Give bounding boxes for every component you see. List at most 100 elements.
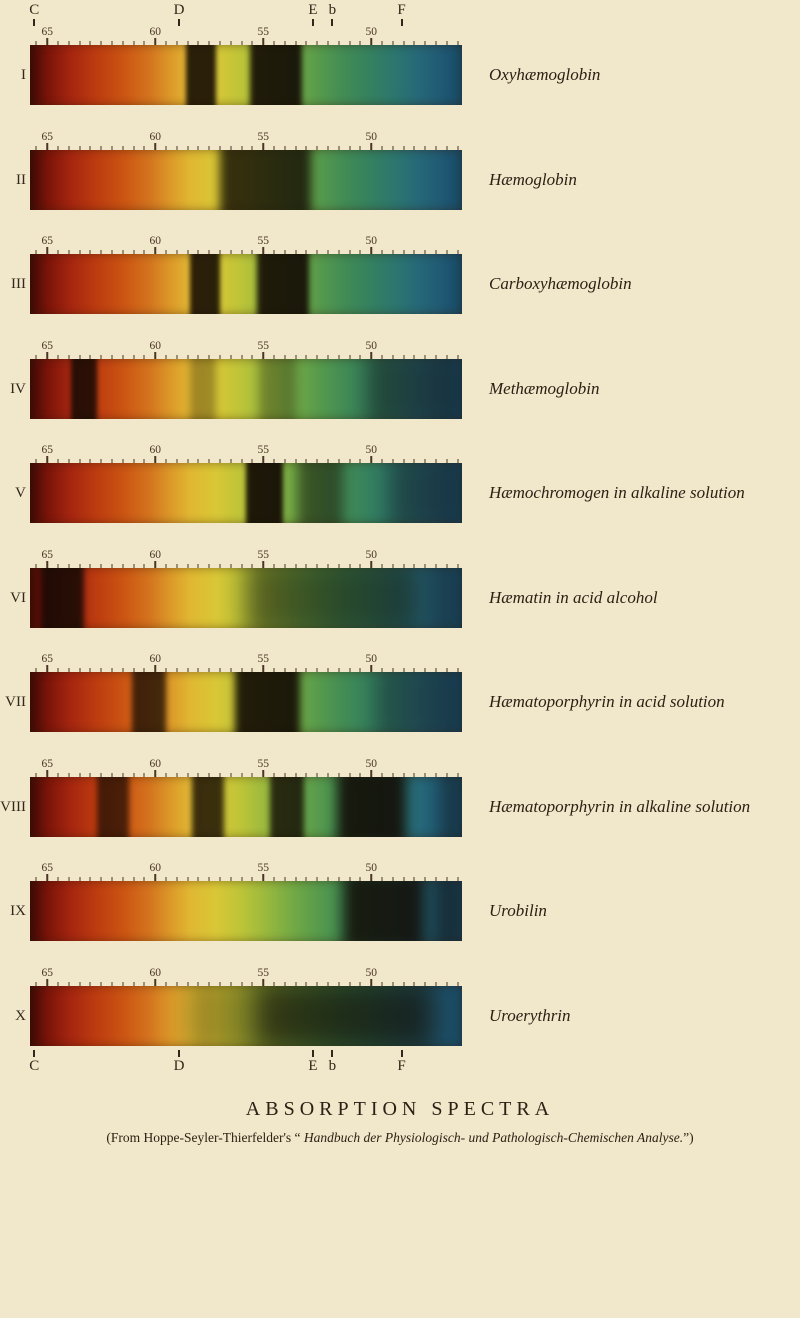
ruler-tick <box>230 981 232 986</box>
ruler-tick <box>187 145 189 150</box>
ruler-number: 65 <box>41 548 54 561</box>
wavelength-ruler: 65 60 55 50 <box>30 758 462 777</box>
ruler-tick <box>370 142 373 150</box>
ruler-tick <box>295 145 297 150</box>
ruler-tick <box>392 41 394 45</box>
ruler-tick <box>305 354 307 359</box>
ruler-tick <box>111 981 113 986</box>
ruler-tick <box>316 981 318 986</box>
ruler-tick <box>349 772 351 777</box>
ruler-tick <box>122 145 124 150</box>
ruler-tick <box>122 459 124 463</box>
ruler-tick <box>230 668 232 672</box>
ruler-tick <box>316 250 318 254</box>
absorption-band <box>246 463 283 523</box>
ruler-number: 50 <box>365 757 378 770</box>
ruler-tick <box>241 772 243 777</box>
ruler-tick <box>79 459 81 463</box>
ruler-tick <box>403 354 405 359</box>
ruler-tick <box>230 563 232 568</box>
ruler-tick <box>381 563 383 568</box>
ruler-tick <box>349 250 351 254</box>
ruler-tick <box>273 41 275 45</box>
row-numeral: IV <box>10 380 26 397</box>
ruler-tick <box>197 145 199 150</box>
ruler-tick <box>262 665 265 672</box>
ruler-tick <box>154 769 157 777</box>
ruler-tick <box>89 877 91 881</box>
ruler-number: 60 <box>149 548 162 561</box>
ruler-tick <box>89 981 91 986</box>
ruler-tick <box>392 981 394 986</box>
ruler-tick <box>284 354 286 359</box>
ruler-tick <box>46 769 49 777</box>
ruler-tick <box>381 981 383 986</box>
ruler-tick <box>219 772 221 777</box>
absorption-band <box>343 881 426 941</box>
spectrum-strip <box>30 149 462 210</box>
ruler-tick <box>305 145 307 150</box>
ruler-tick <box>446 668 448 672</box>
ruler-tick <box>89 250 91 254</box>
ruler-tick <box>154 874 157 881</box>
absorption-band <box>440 776 462 837</box>
ruler-tick <box>187 563 189 568</box>
spectrum-row: V 65 60 55 50 Hæmochromogen in alkaline sol… <box>0 444 800 544</box>
wavelength-ruler: 65 60 55 50 <box>30 653 462 672</box>
ruler-tick <box>197 459 199 463</box>
ruler-tick <box>165 250 167 254</box>
ruler-tick <box>79 41 81 45</box>
ruler-tick <box>122 563 124 568</box>
ruler-tick <box>370 351 373 359</box>
spectrum-strip <box>30 985 462 1046</box>
ruler-tick <box>208 250 210 254</box>
ruler-number: 60 <box>149 235 162 247</box>
ruler-tick <box>111 563 113 568</box>
ruler-tick <box>176 563 178 568</box>
ruler-tick <box>197 563 199 568</box>
ruler-tick <box>435 668 437 672</box>
ruler-tick <box>89 41 91 45</box>
ruler-tick <box>176 772 178 777</box>
wavelength-ruler: 65 60 55 50 <box>30 340 462 359</box>
ruler-tick <box>251 772 253 777</box>
ruler-tick <box>57 145 59 150</box>
ruler-tick <box>241 41 243 45</box>
fraunhofer-letter-D: D <box>173 2 185 18</box>
attribution-prefix: (From Hoppe-Seyler-Thierfelder's “ <box>106 1130 304 1145</box>
fraunhofer-letter-b: b <box>328 1058 337 1074</box>
ruler-tick <box>57 250 59 254</box>
ruler-tick <box>424 459 426 463</box>
ruler-tick <box>68 459 70 463</box>
row-label: Urobilin <box>489 901 547 920</box>
fraunhofer-line-tick <box>331 1050 334 1057</box>
figure-attribution: (From Hoppe-Seyler-Thierfelder's “ Handb… <box>0 1130 800 1146</box>
ruler-tick <box>35 772 37 777</box>
ruler-tick <box>219 354 221 359</box>
ruler-tick <box>133 459 135 463</box>
ruler-tick <box>251 145 253 150</box>
ruler-tick <box>230 459 232 463</box>
ruler-tick <box>273 981 275 986</box>
ruler-tick <box>89 772 91 777</box>
ruler-tick <box>338 981 340 986</box>
ruler-tick <box>413 354 415 359</box>
ruler-tick <box>241 145 243 150</box>
ruler-tick <box>370 665 373 672</box>
spectrum-strip <box>30 881 462 941</box>
ruler-tick <box>262 978 265 986</box>
ruler-tick <box>89 563 91 568</box>
ruler-number: 55 <box>257 130 270 143</box>
ruler-tick <box>413 459 415 463</box>
ruler-tick <box>68 145 70 150</box>
spectrum-row: IX 65 60 55 50 Urobilin <box>0 862 800 962</box>
ruler-number: 65 <box>41 235 54 247</box>
ruler-tick <box>273 772 275 777</box>
ruler-number: 50 <box>365 339 378 352</box>
ruler-tick <box>370 769 373 777</box>
ruler-number: 50 <box>365 548 378 561</box>
ruler-tick <box>316 772 318 777</box>
ruler-tick <box>143 41 145 45</box>
ruler-tick <box>295 981 297 986</box>
